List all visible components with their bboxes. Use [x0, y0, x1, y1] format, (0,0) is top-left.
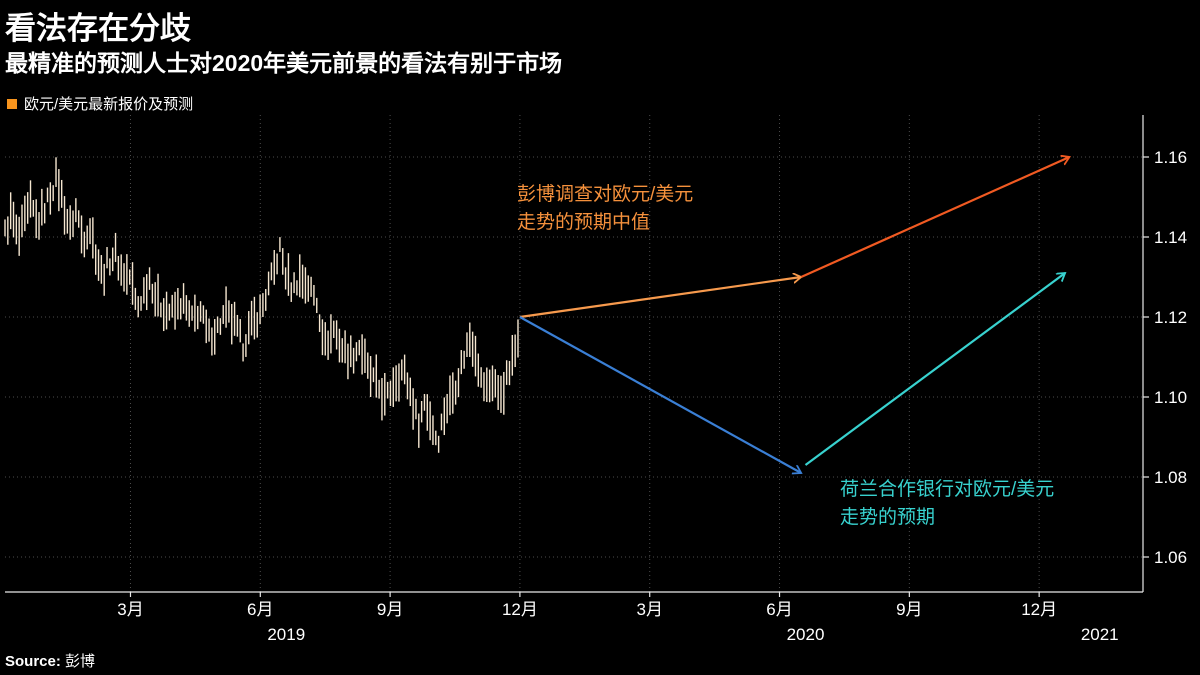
x-axis-month-label: 12月 — [1021, 600, 1057, 619]
gridlines — [5, 115, 1143, 592]
x-axis-year-label: 2021 — [1081, 625, 1119, 644]
legend-swatch-icon — [7, 98, 17, 109]
y-axis-label: 1.06 — [1154, 548, 1187, 567]
axes: 1.16 1.14 1.12 1.10 1.08 1.06 3月 6月 9月 12月 3月 6月 9月 1… — [5, 115, 1187, 644]
y-axis-label: 1.12 — [1154, 308, 1187, 327]
y-axis-label: 1.14 — [1154, 228, 1187, 247]
x-axis-year-label: 2019 — [267, 625, 305, 644]
y-axis-label: 1.08 — [1154, 468, 1187, 487]
source-line: Source: 彭博 — [5, 650, 95, 671]
legend-label: 欧元/美元最新报价及预测 — [24, 96, 194, 113]
price-series — [4, 157, 519, 453]
x-axis-month-label: 9月 — [377, 600, 403, 619]
x-axis-month-label: 6月 — [766, 600, 792, 619]
x-axis-month-label: 3月 — [117, 600, 143, 619]
x-axis-month-label: 9月 — [896, 600, 922, 619]
source-prefix: Source: — [5, 653, 61, 670]
x-axis-month-label: 6月 — [247, 600, 273, 619]
x-axis-month-label: 3月 — [636, 600, 662, 619]
source-text: 彭博 — [65, 653, 96, 670]
survey-forecast-line — [519, 157, 1070, 319]
y-axis-label: 1.16 — [1154, 148, 1187, 167]
x-axis-year-label: 2020 — [787, 625, 825, 644]
chart-subtitle: 最精准的预测人士对2020年美元前景的看法有别于市场 — [5, 50, 563, 76]
survey-forecast-annotation: 彭博调查对欧元/美元 走势的预期中值 — [517, 184, 694, 233]
rabobank-forecast-line — [519, 273, 1065, 473]
y-axis-label: 1.10 — [1154, 388, 1187, 407]
page-title: 看法存在分歧 — [5, 11, 191, 46]
x-axis-month-label: 12月 — [502, 600, 538, 619]
rabobank-forecast-annotation: 荷兰合作银行对欧元/美元 走势的预期 — [840, 479, 1055, 528]
legend: 欧元/美元最新报价及预测 — [7, 93, 193, 114]
